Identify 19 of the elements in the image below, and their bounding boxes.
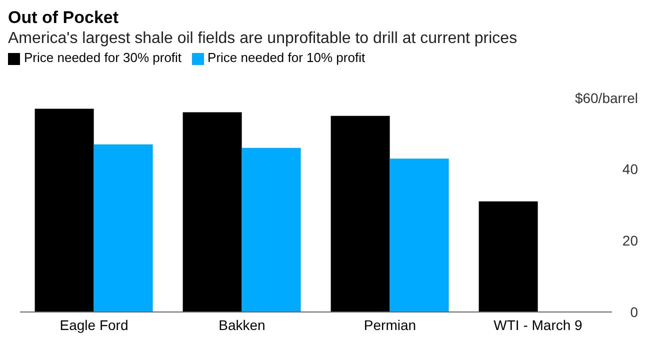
y-tick-label: 0: [630, 304, 638, 320]
y-tick-label: 20: [622, 232, 638, 249]
y-tick-label: $60/barrel: [574, 90, 638, 106]
y-tick-label: 40: [622, 161, 638, 178]
bar: [478, 201, 538, 312]
chart-subtitle: America's largest shale oil fields are unprofitable to drill at current prices: [8, 29, 518, 49]
bar: [182, 112, 242, 312]
bar: [330, 116, 390, 312]
x-tick-label: Permian: [364, 316, 416, 333]
bar: [34, 108, 94, 312]
bar: [94, 144, 153, 312]
bar: [390, 158, 449, 312]
x-tick-label: Eagle Ford: [60, 316, 128, 333]
x-tick-label: Bakken: [218, 316, 266, 333]
legend-label: Price needed for 10% profit: [208, 50, 366, 65]
x-tick-label: WTI - March 9: [494, 316, 583, 333]
chart-title: Out of Pocket: [8, 8, 120, 28]
bar: [242, 148, 301, 312]
legend-label: Price needed for 30% profit: [24, 50, 182, 65]
